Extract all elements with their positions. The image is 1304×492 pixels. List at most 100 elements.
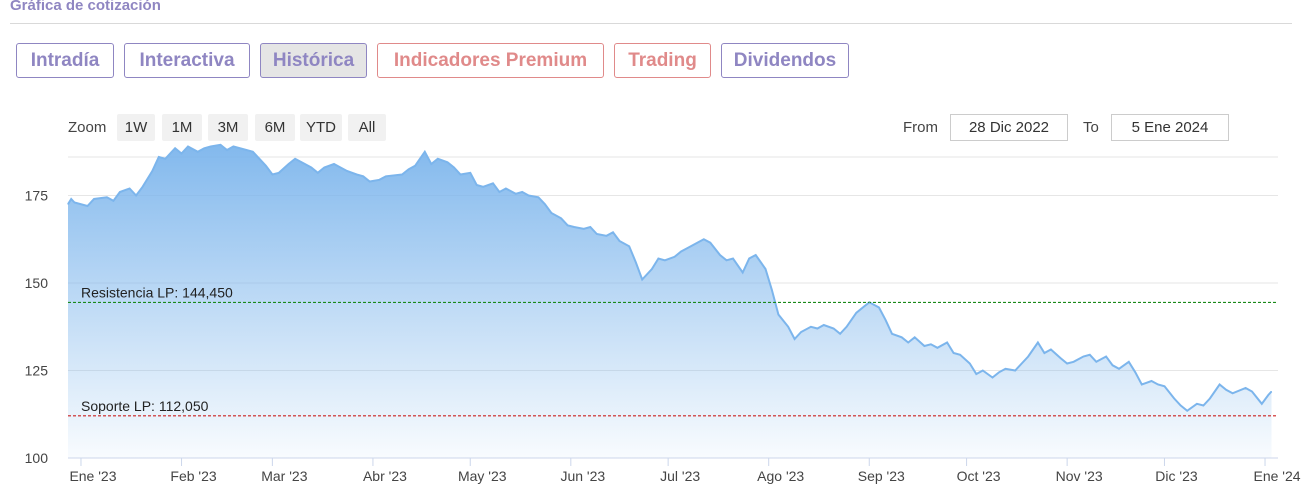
- x-tick-label: Jul '23: [660, 468, 700, 484]
- data-point: [1014, 370, 1016, 371]
- y-tick-label: 175: [25, 188, 49, 204]
- data-point: [969, 363, 971, 364]
- data-point: [453, 167, 455, 168]
- data-point: [301, 161, 303, 163]
- data-point: [657, 258, 659, 259]
- data-point: [765, 268, 766, 270]
- data-point: [1209, 398, 1211, 399]
- data-point: [709, 242, 711, 244]
- data-point: [430, 163, 432, 165]
- data-point: [187, 146, 189, 147]
- data-point: [498, 191, 500, 193]
- data-points: [67, 144, 1272, 412]
- price-chart: Resistencia LP: 144,450 Soporte LP: 112,0…: [25, 143, 1301, 484]
- data-point: [573, 226, 575, 228]
- data-point: [1134, 371, 1136, 373]
- tab-historica[interactable]: Histórica: [260, 43, 367, 78]
- data-point: [333, 163, 335, 165]
- data-point: [537, 196, 539, 198]
- data-point: [528, 195, 530, 196]
- data-point: [823, 324, 825, 326]
- range-to-input[interactable]: 5 Ene 2024: [1111, 114, 1229, 141]
- data-point: [1082, 356, 1084, 357]
- data-point: [174, 147, 176, 149]
- data-point: [521, 191, 523, 193]
- data-point: [703, 238, 705, 240]
- data-point: [567, 224, 569, 226]
- data-point: [982, 370, 984, 371]
- zoom-all-button[interactable]: All: [348, 114, 386, 141]
- data-point: [226, 149, 228, 151]
- data-point: [628, 245, 630, 247]
- data-point: [748, 258, 750, 259]
- price-line: [67, 143, 1273, 413]
- data-point: [914, 336, 916, 338]
- data-point: [460, 174, 461, 175]
- zoom-1m-button[interactable]: 1M: [162, 114, 202, 141]
- data-point: [294, 158, 296, 160]
- data-point: [777, 314, 779, 315]
- data-point: [1173, 398, 1175, 399]
- data-point: [1060, 357, 1062, 359]
- data-point: [385, 175, 387, 177]
- zoom-1w-button[interactable]: 1W: [117, 114, 155, 141]
- data-point: [106, 196, 108, 198]
- data-point: [907, 342, 909, 343]
- tab-trading[interactable]: Trading: [614, 43, 711, 78]
- data-point: [158, 156, 160, 158]
- x-tick-label: Ago '23: [757, 468, 804, 484]
- data-point: [437, 158, 439, 160]
- data-point: [67, 203, 69, 205]
- data-point: [959, 354, 961, 356]
- data-point: [839, 333, 841, 335]
- data-point: [1251, 391, 1253, 392]
- data-point: [1245, 387, 1247, 389]
- zoom-6m-button[interactable]: 6M: [255, 114, 295, 141]
- data-point: [129, 188, 131, 189]
- data-point: [975, 373, 977, 375]
- x-tick-label: Ene '23: [69, 468, 116, 484]
- data-point: [800, 331, 802, 333]
- data-point: [833, 328, 835, 329]
- data-point: [891, 333, 893, 335]
- data-point: [515, 193, 517, 195]
- data-point: [245, 149, 247, 151]
- zoom-ytd-button[interactable]: YTD: [300, 114, 342, 141]
- data-point: [560, 217, 562, 219]
- x-tick-label: Jun '23: [560, 468, 605, 484]
- data-point: [482, 186, 484, 188]
- tab-indicadores-premium[interactable]: Indicadores Premium: [377, 43, 604, 78]
- data-point: [810, 326, 812, 328]
- data-point: [93, 198, 95, 200]
- data-point: [164, 158, 166, 160]
- data-point: [742, 272, 744, 273]
- data-point: [310, 167, 312, 168]
- data-point: [447, 161, 448, 163]
- data-point: [1037, 342, 1039, 343]
- tab-interactiva[interactable]: Interactiva: [124, 43, 250, 78]
- data-point: [1180, 405, 1182, 406]
- support-label: Soporte LP: 112,050: [81, 398, 209, 414]
- data-point: [424, 151, 426, 153]
- data-point: [885, 319, 886, 321]
- data-point: [651, 268, 653, 270]
- data-point: [930, 343, 932, 345]
- tab-dividendos[interactable]: Dividendos: [721, 43, 849, 78]
- data-point: [544, 203, 546, 205]
- section-divider: [10, 23, 1292, 24]
- data-point: [252, 151, 254, 153]
- data-point: [288, 163, 290, 165]
- data-point: [265, 165, 267, 167]
- data-point: [1261, 403, 1263, 405]
- data-point: [220, 144, 221, 146]
- data-point: [119, 191, 121, 193]
- data-point: [469, 172, 471, 174]
- data-point: [369, 181, 371, 182]
- data-point: [732, 258, 734, 259]
- range-from-input[interactable]: 28 Dic 2022: [950, 114, 1068, 141]
- data-point: [197, 151, 199, 153]
- tab-intradia[interactable]: Intradía: [16, 43, 114, 78]
- zoom-3m-button[interactable]: 3M: [208, 114, 248, 141]
- data-point: [1021, 363, 1023, 364]
- x-tick-label: Dic '23: [1155, 468, 1198, 484]
